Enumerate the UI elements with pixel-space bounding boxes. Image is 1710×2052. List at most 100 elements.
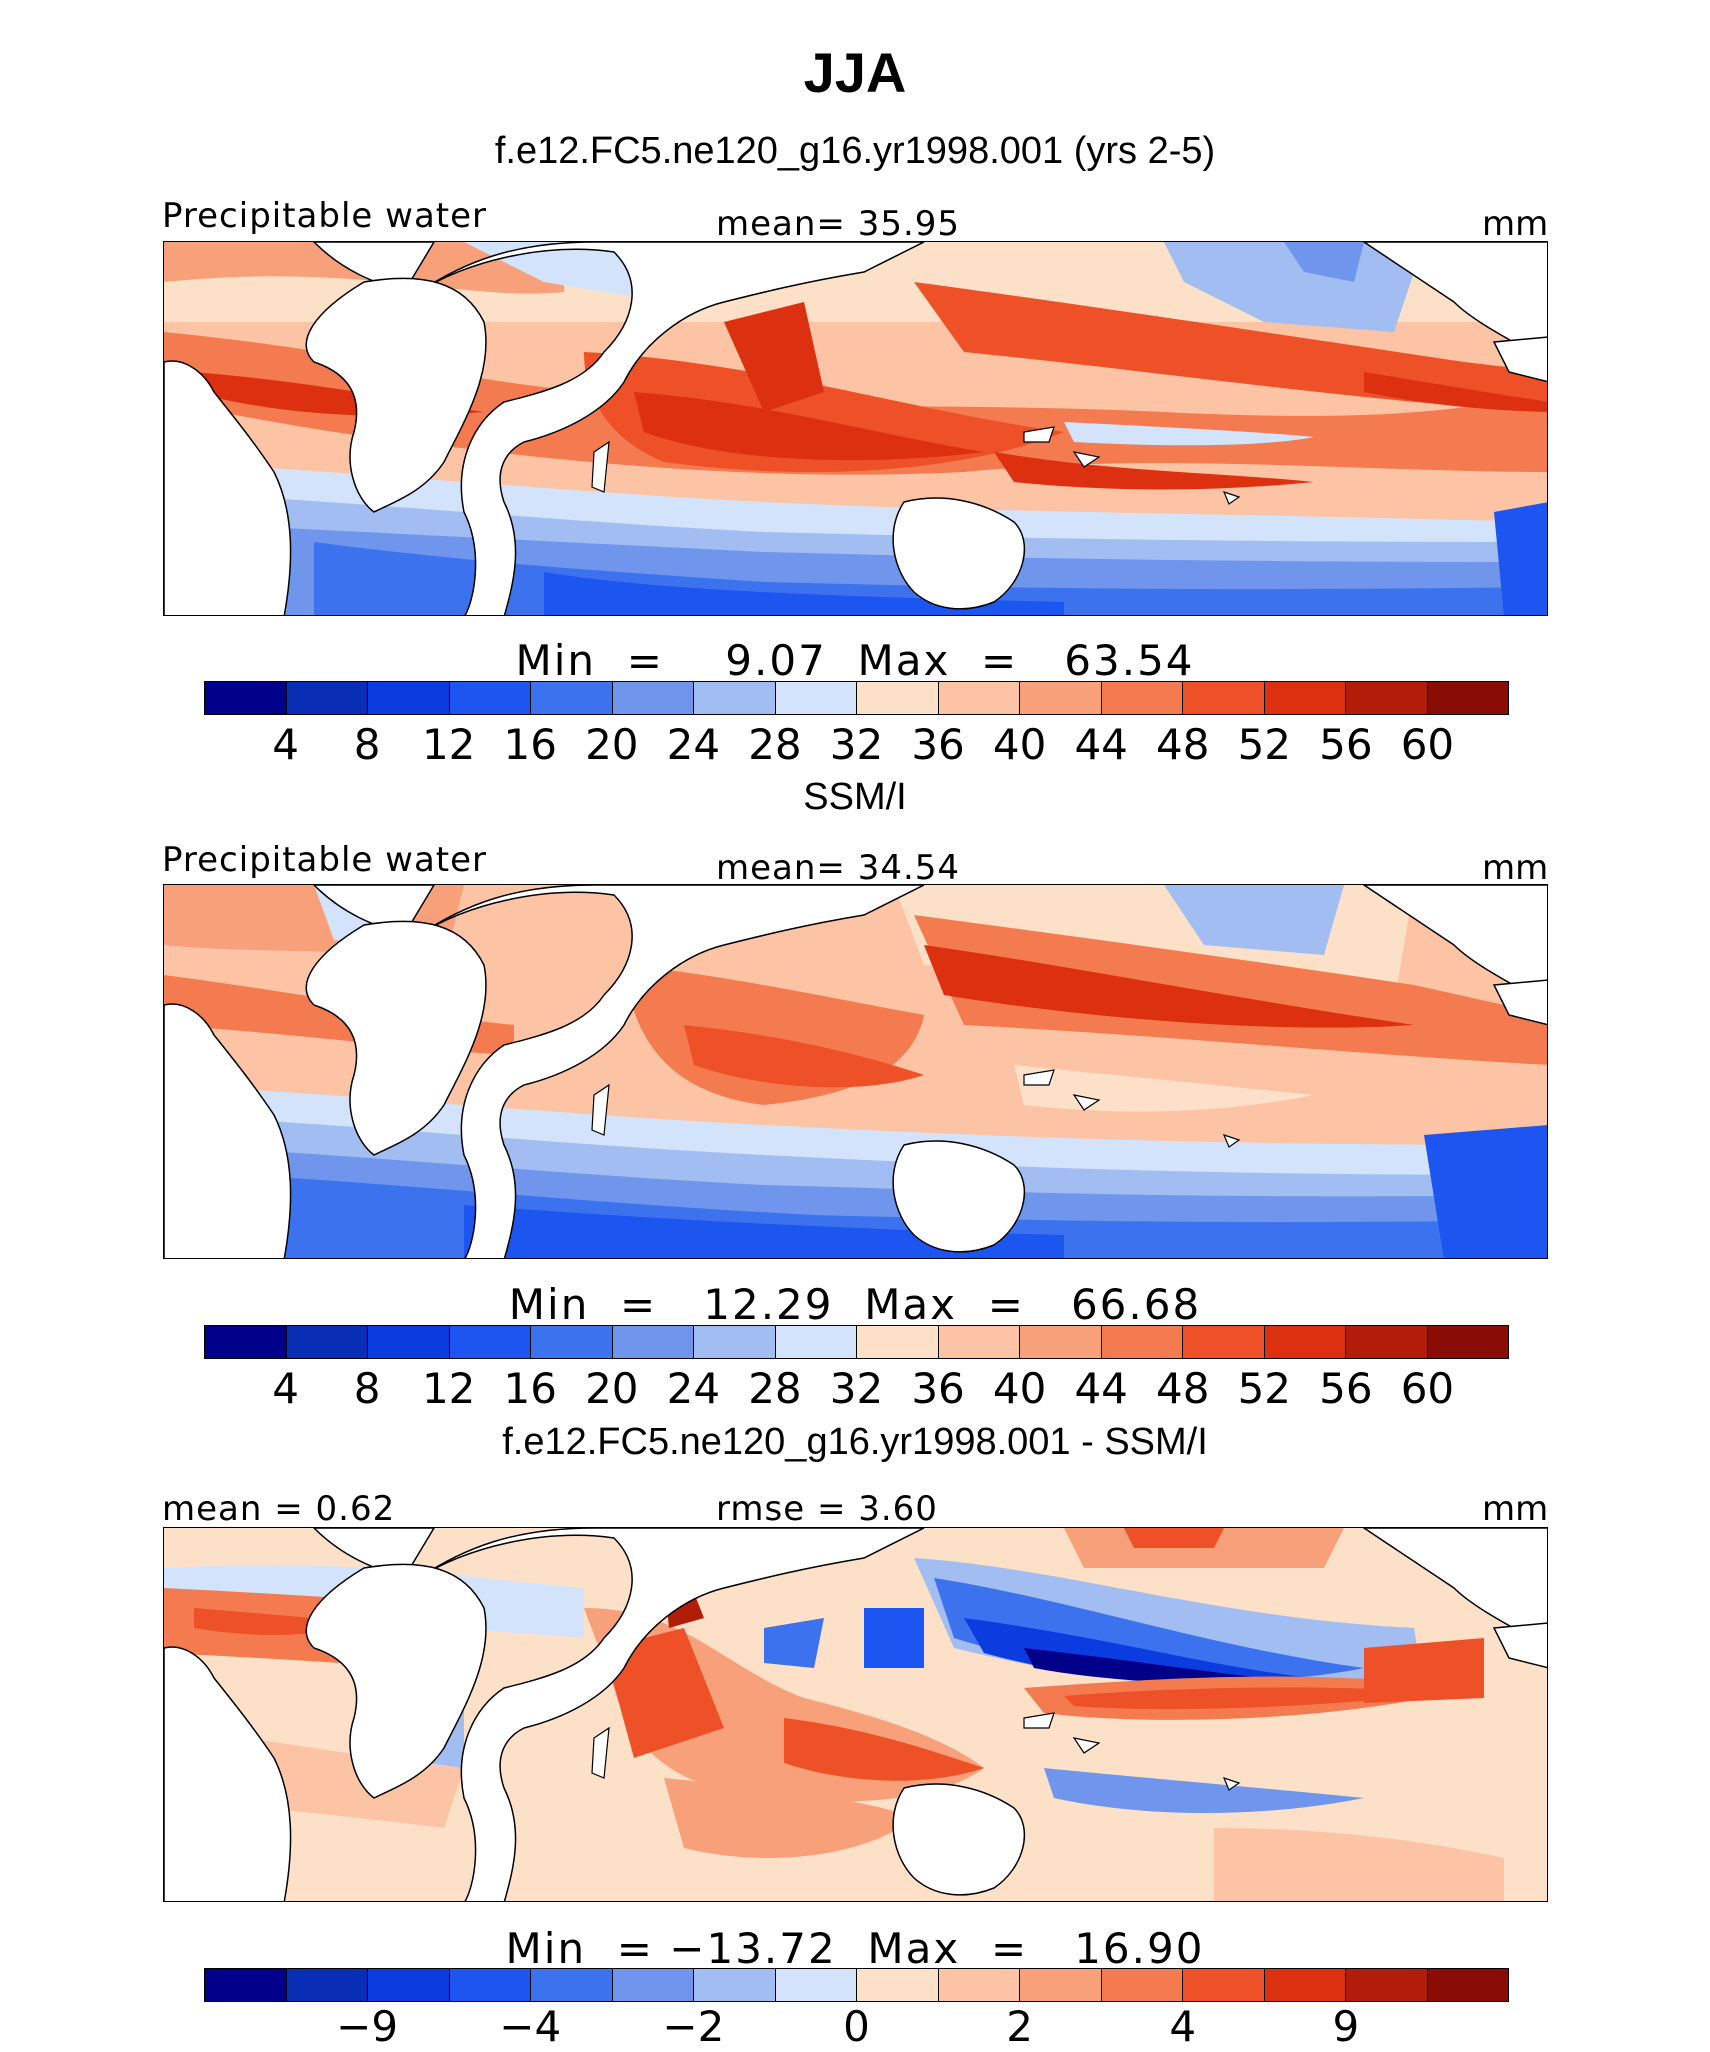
colorbar-tick-label: −2	[662, 2002, 725, 2051]
panel-3-rmse-label: rmse = 3.60	[716, 1489, 938, 1529]
colorbar-tick-label: 12	[421, 1364, 476, 1413]
colorbar-swatch-5	[531, 682, 613, 714]
colorbar-swatch-13	[1183, 1326, 1265, 1358]
colorbar-swatch-4	[449, 1326, 531, 1358]
colorbar-tick-label: −4	[499, 2002, 562, 2051]
colorbar-tick-label: 28	[748, 720, 802, 769]
colorbar-tick-label: 36	[911, 1364, 965, 1413]
colorbar-swatch-11	[1020, 682, 1102, 714]
panel-3-colorbar	[204, 1968, 1509, 2002]
colorbar-tick-label: 9	[1332, 2002, 1360, 2051]
colorbar-tick-label: 40	[992, 1364, 1047, 1413]
colorbar-swatch-16	[1427, 682, 1508, 714]
colorbar-swatch-10	[938, 1969, 1020, 2001]
colorbar-swatch-8	[775, 682, 857, 714]
panel-2-title: SSM/I	[803, 776, 907, 818]
colorbar-swatch-9	[857, 682, 939, 714]
colorbar-swatch-1	[205, 1326, 287, 1358]
colorbar-tick-label: 52	[1237, 1364, 1292, 1413]
colorbar-swatch-7	[694, 682, 776, 714]
colorbar-swatch-7	[694, 1969, 776, 2001]
colorbar-tick-label: 0	[843, 2002, 870, 2051]
colorbar-swatch-3	[368, 1969, 450, 2001]
colorbar-tick-label: 36	[911, 720, 965, 769]
colorbar-tick-label: 24	[666, 720, 721, 769]
colorbar-tick-label: 52	[1237, 720, 1292, 769]
colorbar-tick-label: −9	[336, 2002, 399, 2051]
colorbar-swatch-16	[1427, 1326, 1508, 1358]
colorbar-swatch-9	[857, 1969, 939, 2001]
colorbar-tick-label: 60	[1400, 720, 1455, 769]
panel-2-mean-label: mean= 34.54	[716, 848, 961, 888]
colorbar-tick-label: 28	[748, 1364, 802, 1413]
colorbar-tick-label: 12	[421, 720, 476, 769]
figure-title: JJA	[803, 41, 907, 104]
colorbar-swatch-15	[1346, 1326, 1428, 1358]
panel-1-units: mm	[1482, 204, 1549, 244]
colorbar-swatch-1	[205, 682, 287, 714]
colorbar-tick-label: 32	[829, 1364, 884, 1413]
panel-1-colorbar	[204, 681, 1509, 715]
panel-3-map	[163, 1527, 1548, 1902]
colorbar-tick-label: 44	[1074, 1364, 1128, 1413]
panel-3-mean-label: mean = 0.62	[162, 1489, 396, 1529]
colorbar-swatch-6	[612, 682, 694, 714]
colorbar-tick-label: 8	[353, 720, 381, 769]
colorbar-swatch-3	[368, 1326, 450, 1358]
colorbar-swatch-8	[775, 1326, 857, 1358]
panel-2-minmax: Min = 12.29 Max = 66.68	[508, 1280, 1202, 1329]
colorbar-swatch-2	[286, 1969, 368, 2001]
panel-1-title: f.e12.FC5.ne120_g16.yr1998.001 (yrs 2-5)	[494, 130, 1216, 172]
colorbar-tick-label: 16	[503, 1364, 557, 1413]
panel-3-ticks: −9 −4 −2 0 2 4 9	[204, 2002, 1509, 2052]
colorbar-tick-label: 20	[585, 1364, 639, 1413]
colorbar-swatch-15	[1346, 682, 1428, 714]
colorbar-swatch-16	[1427, 1969, 1508, 2001]
colorbar-tick-label: 4	[1169, 2002, 1197, 2051]
colorbar-tick-label: 40	[992, 720, 1047, 769]
colorbar-swatch-12	[1101, 1969, 1183, 2001]
panel-1-minmax: Min = 9.07 Max = 63.54	[515, 636, 1195, 685]
colorbar-swatch-14	[1264, 1969, 1346, 2001]
panel-2-left-label: Precipitable water	[162, 840, 488, 880]
colorbar-swatch-10	[938, 682, 1020, 714]
panel-1-map	[163, 241, 1548, 616]
colorbar-tick-label: 16	[503, 720, 557, 769]
panel-3-map-svg	[164, 1528, 1547, 1901]
colorbar-tick-label: 60	[1400, 1364, 1455, 1413]
colorbar-swatch-1	[205, 1969, 287, 2001]
colorbar-swatch-13	[1183, 1969, 1265, 2001]
colorbar-swatch-6	[612, 1326, 694, 1358]
colorbar-tick-label: 32	[829, 720, 884, 769]
colorbar-swatch-5	[531, 1969, 613, 2001]
colorbar-swatch-14	[1264, 682, 1346, 714]
panel-3-title: f.e12.FC5.ne120_g16.yr1998.001 - SSM/I	[502, 1421, 1208, 1463]
colorbar-tick-label: 4	[272, 720, 299, 769]
colorbar-swatch-6	[612, 1969, 694, 2001]
colorbar-swatch-11	[1020, 1969, 1102, 2001]
colorbar-swatch-11	[1020, 1326, 1102, 1358]
panel-2-map-svg	[164, 885, 1547, 1258]
colorbar-tick-label: 56	[1319, 720, 1373, 769]
colorbar-swatch-12	[1101, 682, 1183, 714]
panel-1-map-svg	[164, 242, 1547, 615]
colorbar-tick-label: 4	[272, 1364, 299, 1413]
colorbar-swatch-4	[449, 1969, 531, 2001]
colorbar-swatch-4	[449, 682, 531, 714]
panel-2-units: mm	[1482, 848, 1549, 888]
colorbar-swatch-12	[1101, 1326, 1183, 1358]
colorbar-swatch-13	[1183, 682, 1265, 714]
colorbar-swatch-2	[286, 1326, 368, 1358]
colorbar-tick-label: 48	[1156, 720, 1210, 769]
panel-3-minmax: Min = −13.72 Max = 16.90	[505, 1924, 1205, 1973]
colorbar-swatch-3	[368, 682, 450, 714]
panel-1-mean-label: mean= 35.95	[716, 204, 961, 244]
panel-3-units: mm	[1482, 1489, 1549, 1529]
colorbar-swatch-10	[938, 1326, 1020, 1358]
panel-1-left-label: Precipitable water	[162, 196, 488, 236]
colorbar-swatch-5	[531, 1326, 613, 1358]
colorbar-tick-label: 44	[1074, 720, 1128, 769]
colorbar-swatch-2	[286, 682, 368, 714]
colorbar-swatch-15	[1346, 1969, 1428, 2001]
colorbar-swatch-7	[694, 1326, 776, 1358]
